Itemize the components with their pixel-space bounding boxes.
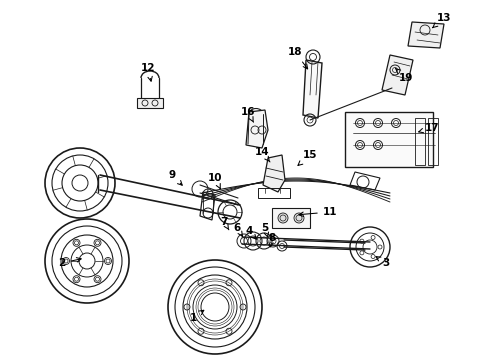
Text: 1: 1 xyxy=(189,310,204,323)
Text: 8: 8 xyxy=(269,233,275,247)
Polygon shape xyxy=(408,22,444,48)
Text: 3: 3 xyxy=(376,257,390,268)
Polygon shape xyxy=(272,208,310,228)
Text: 12: 12 xyxy=(141,63,155,81)
Text: 13: 13 xyxy=(433,13,451,28)
Text: 5: 5 xyxy=(261,223,269,237)
Text: 16: 16 xyxy=(241,107,255,122)
Text: 6: 6 xyxy=(233,223,243,236)
Text: 19: 19 xyxy=(395,68,413,83)
Text: 7: 7 xyxy=(220,217,229,230)
Polygon shape xyxy=(246,110,268,148)
Text: 4: 4 xyxy=(245,226,256,239)
Text: 18: 18 xyxy=(288,47,308,69)
Polygon shape xyxy=(303,60,322,118)
Circle shape xyxy=(294,213,304,223)
Text: 11: 11 xyxy=(299,207,337,217)
Text: 10: 10 xyxy=(208,173,222,189)
Circle shape xyxy=(278,213,288,223)
Polygon shape xyxy=(382,55,413,95)
Text: 15: 15 xyxy=(298,150,317,165)
Text: 17: 17 xyxy=(418,123,440,133)
Polygon shape xyxy=(263,155,285,192)
Text: 9: 9 xyxy=(169,170,182,185)
Polygon shape xyxy=(137,98,163,108)
Bar xyxy=(345,112,433,167)
Text: 14: 14 xyxy=(255,147,270,162)
Text: 2: 2 xyxy=(58,258,81,268)
